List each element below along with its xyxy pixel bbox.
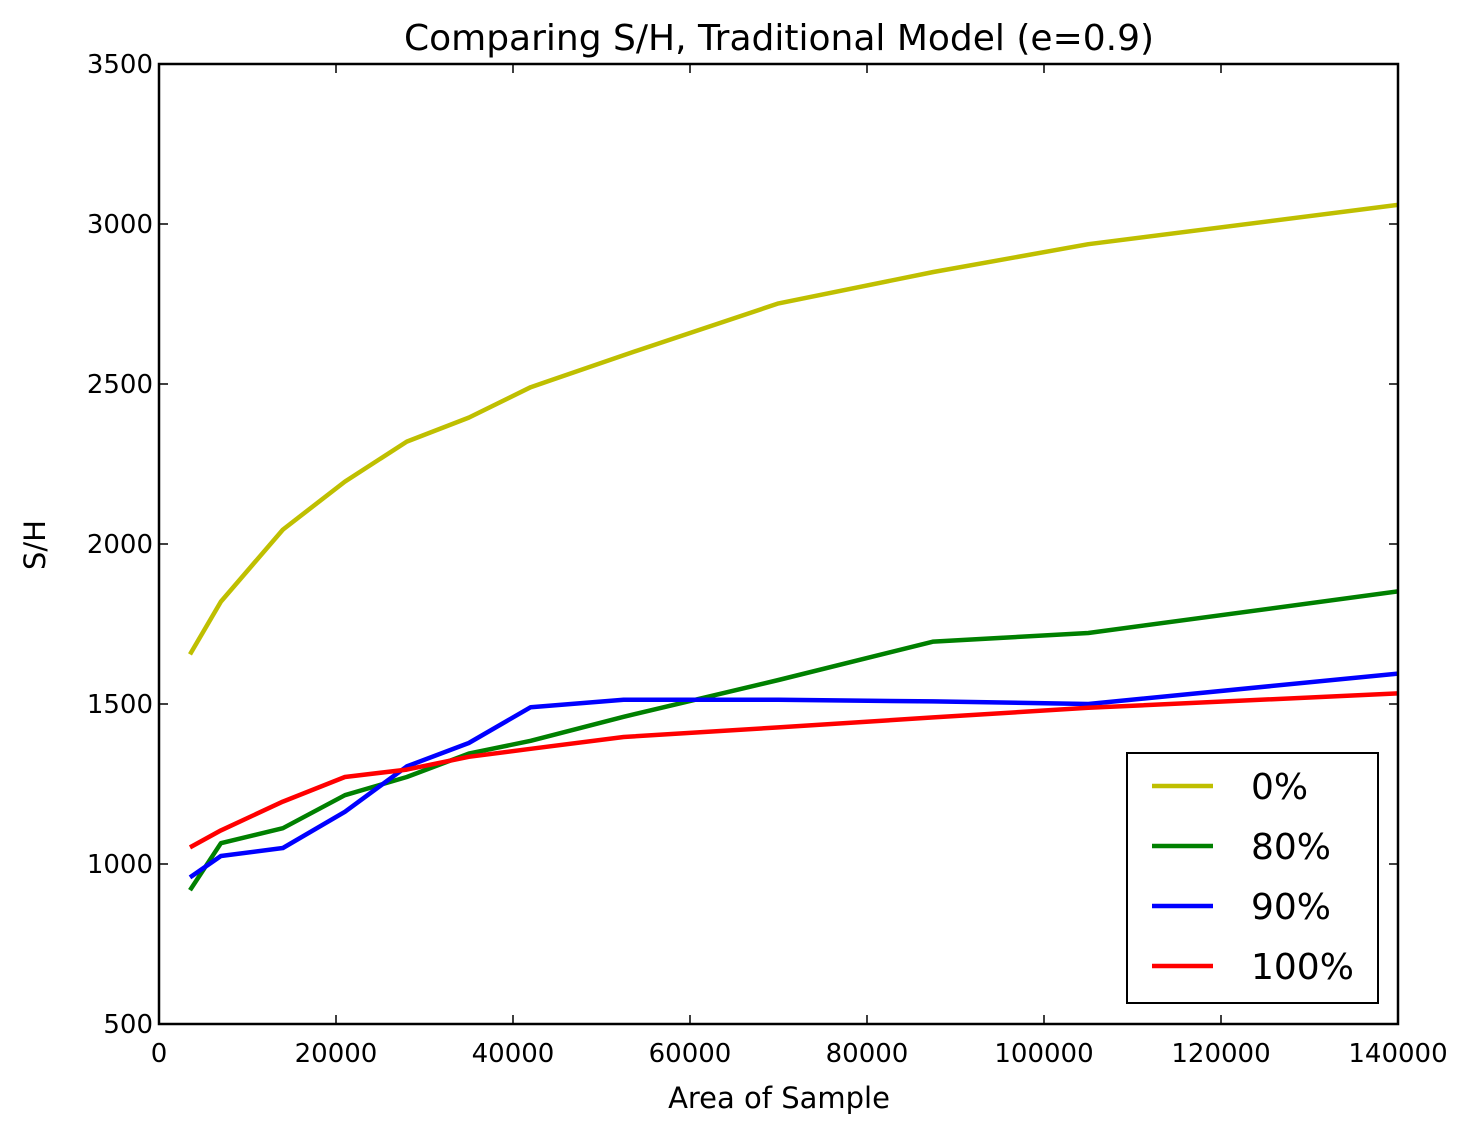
legend-label: 80%	[1251, 827, 1331, 868]
y-axis-label: S/H	[18, 520, 52, 570]
tick-layer: 0 20000 40000 60000 80000 100000 120000 140000 5…	[87, 50, 1448, 1069]
legend: 0% 80% 90% 100%	[1126, 752, 1379, 1004]
x-tick-label: 40000	[472, 1039, 555, 1069]
legend-label: 90%	[1251, 887, 1331, 928]
x-tick-label: 120000	[1171, 1039, 1270, 1069]
x-tick-label: 20000	[295, 1039, 378, 1069]
series-layer	[188, 202, 1399, 892]
chart-title: Comparing S/H, Traditional Model (e=0.9)	[404, 18, 1154, 59]
y-tick-label: 1000	[87, 850, 153, 880]
legend-label: 100%	[1251, 947, 1354, 988]
x-tick-label: 0	[151, 1039, 168, 1069]
series-line-2	[188, 671, 1399, 880]
legend-box	[1126, 752, 1379, 1004]
series-line-0	[188, 202, 1399, 656]
x-tick-label: 100000	[994, 1039, 1093, 1069]
y-tick-label: 2000	[87, 530, 153, 560]
plot-frame	[157, 62, 1400, 1026]
y-tick-label: 500	[103, 1010, 153, 1040]
y-tick-label: 2500	[87, 370, 153, 400]
legend-label: 0%	[1251, 767, 1308, 808]
series-line-1	[188, 589, 1399, 892]
y-tick-label: 1500	[87, 690, 153, 720]
x-axis-label: Area of Sample	[668, 1081, 890, 1115]
x-tick-label: 140000	[1348, 1039, 1447, 1069]
y-tick-label: 3000	[87, 210, 153, 240]
x-tick-label: 80000	[826, 1039, 909, 1069]
x-tick-label: 60000	[649, 1039, 732, 1069]
y-tick-label: 3500	[87, 50, 153, 80]
series-line-3	[188, 691, 1399, 850]
